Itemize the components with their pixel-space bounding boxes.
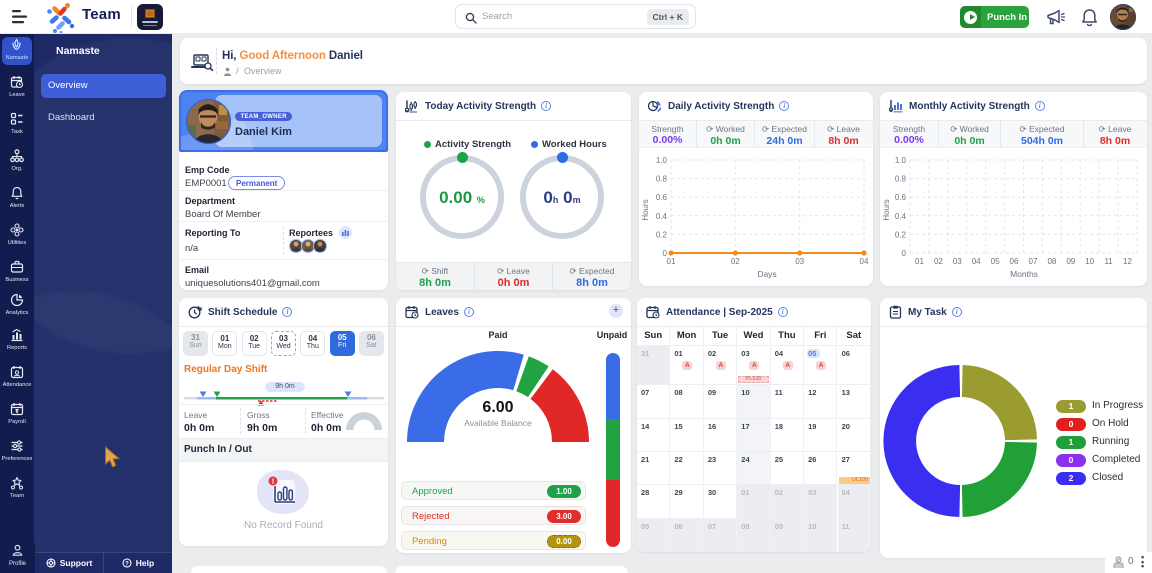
svg-text:1.0: 1.0 <box>895 156 907 165</box>
svg-text:Days: Days <box>757 269 776 279</box>
svg-text:0.8: 0.8 <box>656 175 668 184</box>
svg-text:Hours: Hours <box>641 199 650 220</box>
svg-text:09: 09 <box>1066 257 1075 266</box>
svg-text:06: 06 <box>1010 257 1019 266</box>
svg-text:08: 08 <box>1047 257 1056 266</box>
svg-text:02: 02 <box>731 257 740 266</box>
svg-text:1.0: 1.0 <box>656 156 668 165</box>
svg-text:0.2: 0.2 <box>656 230 668 239</box>
svg-text:02: 02 <box>934 257 943 266</box>
svg-text:01: 01 <box>667 257 676 266</box>
svg-text:0: 0 <box>902 249 907 258</box>
svg-text:05: 05 <box>991 257 1000 266</box>
svg-text:0.4: 0.4 <box>895 212 907 221</box>
svg-text:12: 12 <box>1123 257 1132 266</box>
svg-text:0.6: 0.6 <box>895 193 907 202</box>
svg-text:03: 03 <box>953 257 962 266</box>
svg-text:0.2: 0.2 <box>895 230 907 239</box>
svg-text:0: 0 <box>663 249 668 258</box>
svg-text:04: 04 <box>972 257 981 266</box>
svg-text:07: 07 <box>1029 257 1038 266</box>
svg-text:10: 10 <box>1085 257 1094 266</box>
svg-text:Hours: Hours <box>882 199 891 220</box>
svg-text:Months: Months <box>1010 269 1038 279</box>
svg-text:11: 11 <box>1104 257 1113 266</box>
svg-text:0.6: 0.6 <box>656 193 668 202</box>
svg-text:0.4: 0.4 <box>656 212 668 221</box>
svg-text:0.8: 0.8 <box>895 175 907 184</box>
svg-text:?: ? <box>125 561 129 567</box>
svg-text:01: 01 <box>915 257 924 266</box>
svg-text:03: 03 <box>795 257 804 266</box>
svg-text:04: 04 <box>860 257 869 266</box>
